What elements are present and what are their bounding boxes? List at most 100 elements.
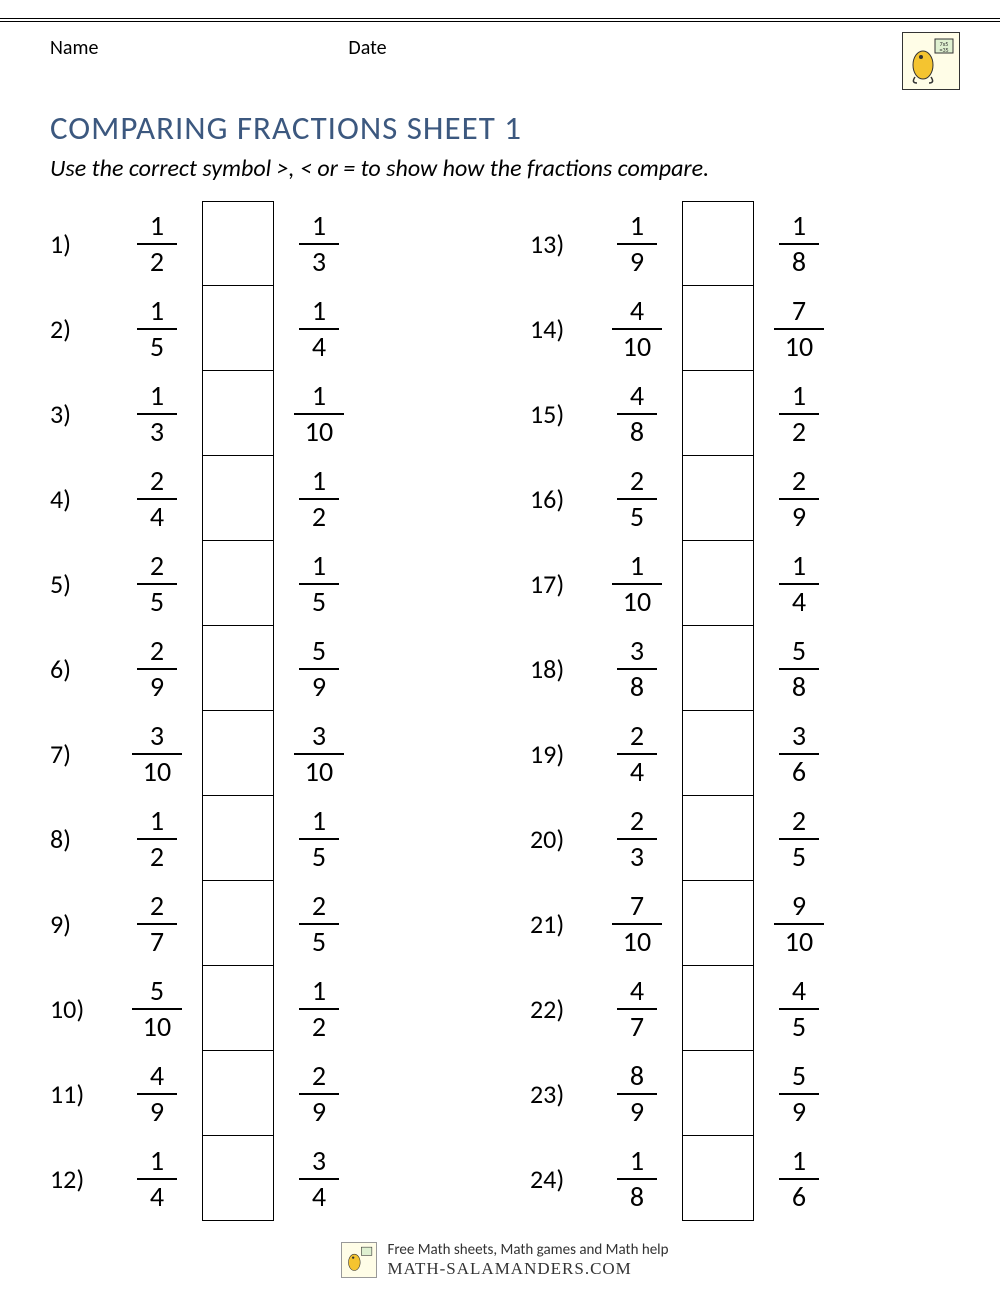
answer-box[interactable] [682, 626, 754, 711]
answer-box[interactable] [202, 371, 274, 456]
fraction-numerator: 1 [630, 552, 644, 583]
fraction-numerator: 2 [312, 1062, 326, 1093]
fraction-denominator: 6 [779, 1178, 819, 1211]
fraction: 29 [274, 1051, 364, 1136]
fraction-denominator: 8 [617, 668, 657, 701]
answer-box[interactable] [682, 711, 754, 796]
problem-number: 2) [50, 286, 112, 371]
problem-row: 9)2725 [50, 881, 480, 966]
problem-row: 8)1215 [50, 796, 480, 881]
problem-row: 19)2436 [530, 711, 960, 796]
problem-row: 20)2325 [530, 796, 960, 881]
answer-box[interactable] [682, 1051, 754, 1136]
answer-box[interactable] [682, 541, 754, 626]
problem-number: 1) [50, 201, 112, 286]
fraction-denominator: 10 [612, 923, 662, 956]
answer-box[interactable] [682, 456, 754, 541]
answer-box[interactable] [682, 881, 754, 966]
fraction: 14 [112, 1136, 202, 1221]
fraction-numerator: 7 [792, 297, 806, 328]
answer-box[interactable] [202, 286, 274, 371]
answer-box[interactable] [202, 541, 274, 626]
fraction: 47 [592, 966, 682, 1051]
answer-box[interactable] [202, 1051, 274, 1136]
fraction: 12 [754, 371, 844, 456]
fraction-numerator: 2 [150, 467, 164, 498]
fraction-numerator: 1 [312, 977, 326, 1008]
problem-row: 16)2529 [530, 456, 960, 541]
problem-number: 7) [50, 711, 112, 796]
name-label: Name [50, 36, 98, 60]
problem-row: 18)3858 [530, 626, 960, 711]
fraction-denominator: 8 [617, 1178, 657, 1211]
header-row: Name Date 7x5 =35 [50, 32, 960, 90]
problem-number: 12) [50, 1136, 112, 1221]
fraction-numerator: 2 [150, 892, 164, 923]
answer-box[interactable] [202, 796, 274, 881]
fraction-denominator: 4 [299, 328, 339, 361]
problem-number: 9) [50, 881, 112, 966]
problem-row: 21)710910 [530, 881, 960, 966]
answer-box[interactable] [202, 711, 274, 796]
problem-number: 24) [530, 1136, 592, 1221]
problem-row: 6)2959 [50, 626, 480, 711]
fraction: 510 [112, 966, 202, 1051]
fraction-denominator: 7 [617, 1008, 657, 1041]
fraction-numerator: 1 [312, 297, 326, 328]
answer-box[interactable] [682, 201, 754, 286]
answer-box[interactable] [682, 966, 754, 1051]
fraction-numerator: 3 [150, 722, 164, 753]
fraction-numerator: 9 [792, 892, 806, 923]
answer-box[interactable] [202, 1136, 274, 1221]
problem-number: 5) [50, 541, 112, 626]
salamander-logo-icon: 7x5 =35 [902, 32, 960, 90]
fraction-numerator: 1 [312, 467, 326, 498]
fraction-denominator: 9 [617, 1093, 657, 1126]
fraction: 48 [592, 371, 682, 456]
answer-box[interactable] [682, 796, 754, 881]
fraction-denominator: 10 [132, 753, 182, 786]
answer-box[interactable] [202, 626, 274, 711]
answer-box[interactable] [202, 966, 274, 1051]
fraction-denominator: 2 [137, 838, 177, 871]
fraction: 18 [754, 201, 844, 286]
answer-box[interactable] [682, 371, 754, 456]
answer-box[interactable] [682, 286, 754, 371]
fraction: 38 [592, 626, 682, 711]
problem-row: 10)51012 [50, 966, 480, 1051]
fraction-denominator: 5 [299, 583, 339, 616]
fraction: 16 [754, 1136, 844, 1221]
fraction: 58 [754, 626, 844, 711]
footer-site-name: MATH-SALAMANDERS.COM [387, 1259, 631, 1278]
fraction: 710 [592, 881, 682, 966]
fraction-numerator: 5 [792, 637, 806, 668]
fraction-numerator: 1 [150, 382, 164, 413]
fraction-numerator: 7 [630, 892, 644, 923]
fraction-denominator: 10 [294, 413, 344, 446]
answer-box[interactable] [202, 201, 274, 286]
answer-box[interactable] [202, 881, 274, 966]
problem-number: 4) [50, 456, 112, 541]
fraction-numerator: 3 [630, 637, 644, 668]
fraction-denominator: 10 [774, 328, 824, 361]
fraction: 14 [754, 541, 844, 626]
answer-box[interactable] [202, 456, 274, 541]
fraction-denominator: 9 [779, 498, 819, 531]
fraction-denominator: 7 [137, 923, 177, 956]
fraction: 12 [274, 966, 364, 1051]
header-fields: Name Date [50, 32, 902, 60]
answer-box[interactable] [682, 1136, 754, 1221]
fraction-denominator: 9 [779, 1093, 819, 1126]
fraction-denominator: 10 [294, 753, 344, 786]
fraction: 89 [592, 1051, 682, 1136]
fraction-denominator: 6 [779, 753, 819, 786]
fraction: 410 [592, 286, 682, 371]
fraction: 12 [112, 796, 202, 881]
problem-number: 22) [530, 966, 592, 1051]
fraction: 110 [274, 371, 364, 456]
fraction-numerator: 1 [630, 1147, 644, 1178]
fraction: 15 [112, 286, 202, 371]
fraction-numerator: 1 [792, 212, 806, 243]
fraction: 23 [592, 796, 682, 881]
problem-number: 3) [50, 371, 112, 456]
